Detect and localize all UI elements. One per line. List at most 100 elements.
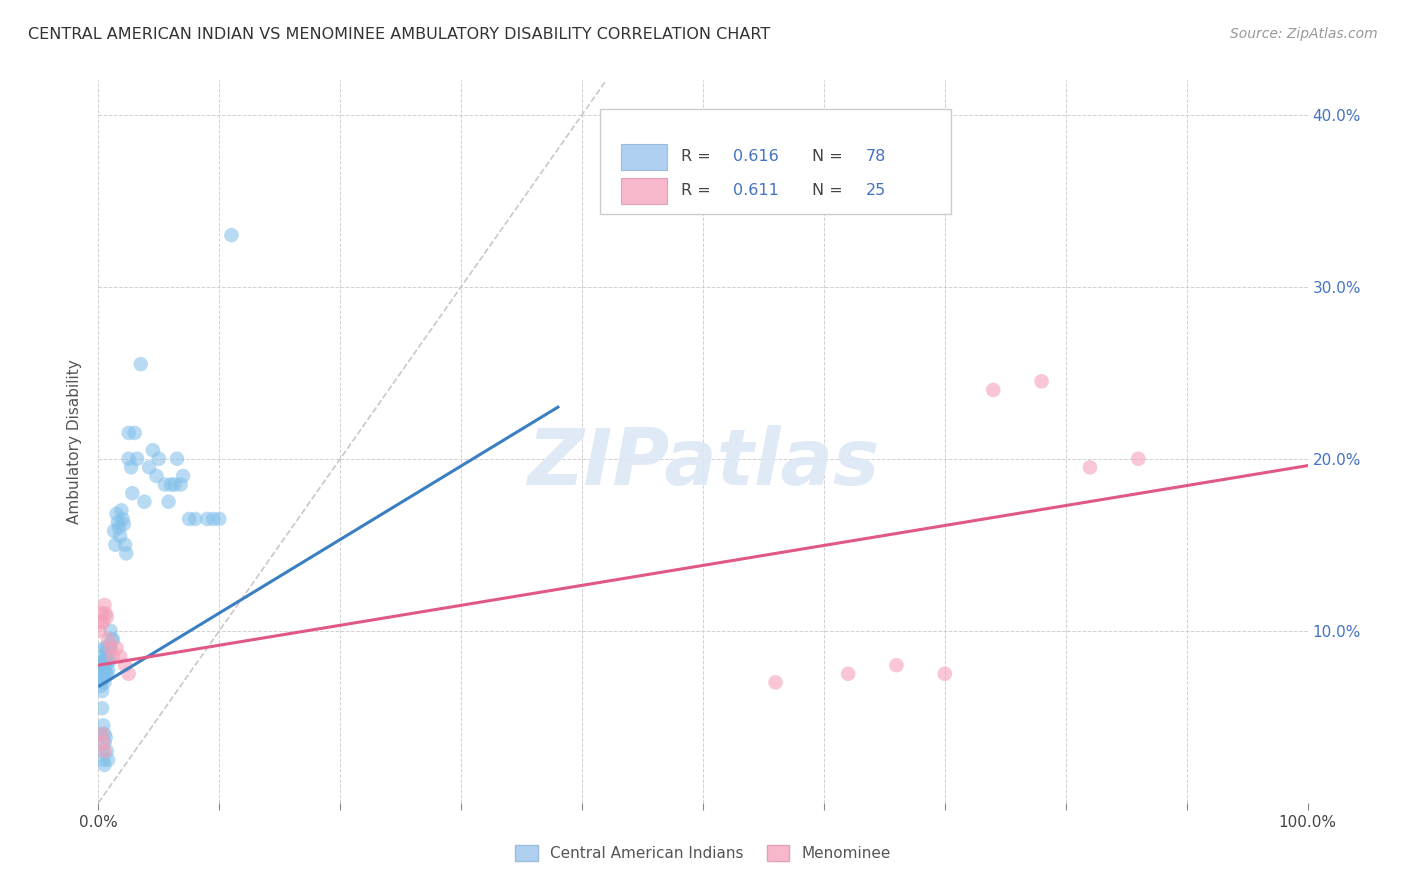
Point (100, 640, 122, 655)
Text: R =: R = (682, 184, 716, 198)
Point (91, 744, 114, 758)
Point (118, 425, 141, 440)
Point (100, 624, 122, 638)
Point (166, 451, 188, 466)
Point (1128, 451, 1150, 466)
Point (91, 672, 114, 686)
Point (765, 675, 787, 690)
Point (127, 451, 149, 466)
Point (138, 460, 160, 475)
Point (108, 520, 131, 534)
Point (163, 477, 186, 491)
Point (110, 503, 132, 517)
Point (89, 658, 111, 673)
Point (94, 607, 117, 621)
Point (90, 658, 112, 673)
Point (91, 660, 114, 674)
Point (97, 632, 120, 647)
Point (148, 451, 170, 466)
Point (172, 469, 194, 483)
Point (195, 512, 218, 526)
Point (1031, 375, 1053, 389)
Point (94, 640, 117, 655)
Point (89, 624, 111, 638)
Point (1078, 460, 1101, 475)
Point (111, 512, 134, 526)
Point (934, 666, 956, 681)
Text: 0.616: 0.616 (734, 149, 779, 164)
Point (91, 718, 114, 732)
Point (94, 665, 117, 679)
Text: N =: N = (811, 184, 848, 198)
Point (114, 658, 136, 673)
Point (115, 546, 138, 560)
Point (97, 653, 120, 667)
Point (97, 640, 120, 655)
Point (94, 731, 117, 745)
Point (120, 460, 142, 475)
Bar (621, 144, 666, 169)
Point (981, 383, 1004, 397)
Point (202, 512, 225, 526)
Point (90, 727, 112, 741)
Point (112, 517, 135, 532)
Point (93, 664, 115, 678)
Text: R =: R = (682, 149, 716, 164)
Point (91, 684, 114, 698)
Text: 25: 25 (866, 184, 887, 198)
Point (100, 632, 122, 647)
Point (96, 666, 118, 681)
Text: 0.611: 0.611 (734, 184, 779, 198)
Point (97, 664, 120, 678)
Point (93, 758, 115, 772)
Point (142, 443, 165, 458)
Point (179, 512, 201, 526)
Point (118, 666, 141, 681)
Point (96, 655, 118, 669)
Point (124, 425, 146, 440)
Point (97, 753, 120, 767)
Point (145, 469, 167, 483)
Point (91, 649, 114, 664)
Point (134, 494, 156, 508)
Point (98, 655, 121, 669)
Point (160, 477, 183, 491)
Point (96, 644, 118, 658)
FancyBboxPatch shape (600, 109, 950, 214)
Point (91, 701, 114, 715)
Text: CENTRAL AMERICAN INDIAN VS MENOMINEE AMBULATORY DISABILITY CORRELATION CHART: CENTRAL AMERICAN INDIAN VS MENOMINEE AMB… (28, 27, 770, 42)
Point (98, 644, 121, 658)
Point (91, 672, 114, 686)
Point (114, 538, 136, 552)
Point (94, 653, 117, 667)
Point (103, 524, 125, 538)
Point (93, 744, 115, 758)
Point (93, 653, 115, 667)
Point (105, 507, 128, 521)
Point (886, 658, 908, 673)
Point (91, 665, 114, 679)
Point (121, 486, 143, 500)
Point (208, 512, 231, 526)
Point (93, 640, 115, 655)
Point (108, 529, 131, 543)
Text: ZIPatlas: ZIPatlas (527, 425, 879, 501)
Text: 78: 78 (866, 149, 887, 164)
Point (169, 477, 191, 491)
Point (184, 512, 207, 526)
Point (90, 615, 112, 630)
Point (104, 538, 127, 552)
Point (105, 640, 128, 655)
Point (91, 735, 114, 749)
Point (101, 632, 124, 647)
Point (93, 598, 115, 612)
Point (837, 666, 859, 681)
Point (91, 607, 114, 621)
Point (101, 649, 124, 664)
Point (157, 494, 180, 508)
Point (221, 228, 243, 243)
Point (96, 610, 118, 624)
Point (129, 357, 152, 371)
Y-axis label: Ambulatory Disability: Ambulatory Disability (67, 359, 83, 524)
Point (100, 640, 122, 655)
